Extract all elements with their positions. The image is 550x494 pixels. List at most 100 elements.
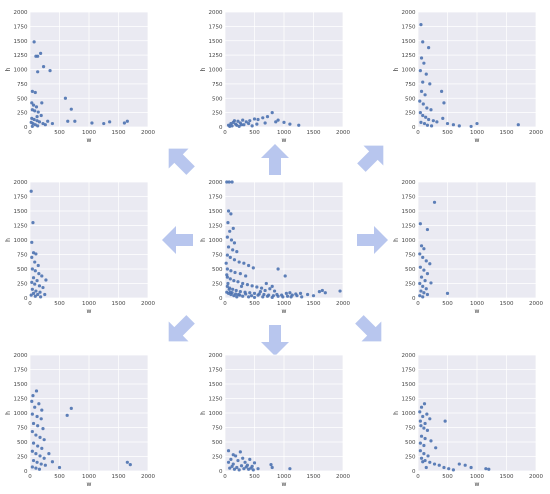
data-point [317,290,321,294]
y-tick-label: 750 [212,82,223,88]
data-point [34,105,39,109]
data-point [230,180,234,184]
y-tick-label: 2000 [209,10,223,16]
y-tick-label: 1500 [14,209,28,215]
y-tick-label: 500 [405,440,416,446]
x-tick-label: 0 [223,301,227,307]
y-tick-label: 1750 [14,24,28,30]
data-point [422,452,426,456]
y-axis-label: h [5,411,12,415]
arrow-up [261,144,289,175]
data-point [264,281,268,286]
y-tick-label: 1000 [402,68,416,74]
x-tick-label: 0 [28,474,32,480]
data-point [39,462,43,466]
data-point [418,441,422,445]
data-point [238,272,242,276]
data-point [36,292,40,297]
data-point [256,293,260,297]
data-point [228,229,232,233]
data-point [36,70,40,74]
data-point [282,120,286,124]
x-tick-label: 2000 [336,474,350,480]
data-point [29,293,33,297]
y-tick-label: 1500 [402,382,416,388]
data-point [418,265,422,269]
x-tick-label: 2000 [141,301,155,307]
data-point [46,119,50,123]
data-point [241,456,245,460]
y-tick-label: 1250 [209,224,223,230]
data-point [31,458,36,463]
data-point [300,295,304,299]
data-point [44,278,48,282]
x-axis-label: w [282,137,287,144]
data-point [421,284,425,288]
data-point [338,289,342,293]
y-tick-label: 0 [24,125,28,131]
data-point [238,450,242,454]
x-tick-label: 500 [442,301,453,307]
y-tick-label: 750 [405,426,416,432]
data-point [125,460,129,464]
y-tick-label: 1750 [209,195,223,201]
x-tick-label: 1500 [500,130,514,136]
data-point [242,261,246,265]
data-point [274,120,278,124]
data-point [241,281,245,286]
x-axis-label: w [87,481,92,488]
data-point [423,458,427,463]
y-tick-label: 750 [405,253,416,259]
x-tick-label: 500 [54,474,65,480]
y-tick-label: 1250 [14,53,28,59]
data-point [34,389,39,393]
data-point [73,119,77,123]
data-point [248,291,252,295]
x-tick-label: 500 [442,130,453,136]
data-point [429,124,434,128]
data-point [418,99,422,103]
data-point [232,467,237,471]
data-point [33,269,37,273]
scatter-panel-middle-right: 0 500 1000 1500 2000 0 250 500 750 1000 1250 1500 17… [393,180,543,315]
x-axis-label: w [475,481,480,488]
y-axis-label: h [5,238,12,242]
data-point [265,115,270,119]
y-tick-label: 1500 [209,382,223,388]
data-point [419,89,424,93]
data-point [37,120,42,124]
y-tick-label: 1250 [209,53,223,59]
y-tick-label: 1000 [209,411,223,417]
data-point [268,287,272,291]
data-point [31,441,36,445]
data-point [421,255,425,259]
data-point [30,255,34,259]
y-tick-label: 1000 [402,238,416,244]
data-point [280,293,284,297]
scatter-panel-top-center: 0 500 1000 1500 2000 0 250 500 750 1000 1250 1500 17… [200,10,350,144]
data-point [35,279,39,283]
data-point [423,421,427,426]
y-tick-label: 250 [405,111,416,117]
data-point [237,260,241,264]
data-point [428,262,432,266]
data-point [235,250,239,254]
data-point [63,96,67,100]
y-tick-label: 750 [212,426,223,432]
y-axis-label: h [200,238,207,242]
data-point [36,110,40,114]
data-point [30,287,34,291]
data-point [250,284,254,288]
y-tick-label: 500 [17,267,28,273]
data-point [226,281,230,286]
data-point [43,463,47,467]
direction-arrows [162,144,388,356]
data-point [247,121,251,126]
data-point [31,394,35,398]
data-point [419,23,423,27]
x-tick-label: 0 [416,130,420,136]
x-tick-label: 1000 [277,474,291,480]
y-tick-label: 1250 [402,224,416,230]
data-point [40,408,44,412]
data-point [36,444,40,448]
